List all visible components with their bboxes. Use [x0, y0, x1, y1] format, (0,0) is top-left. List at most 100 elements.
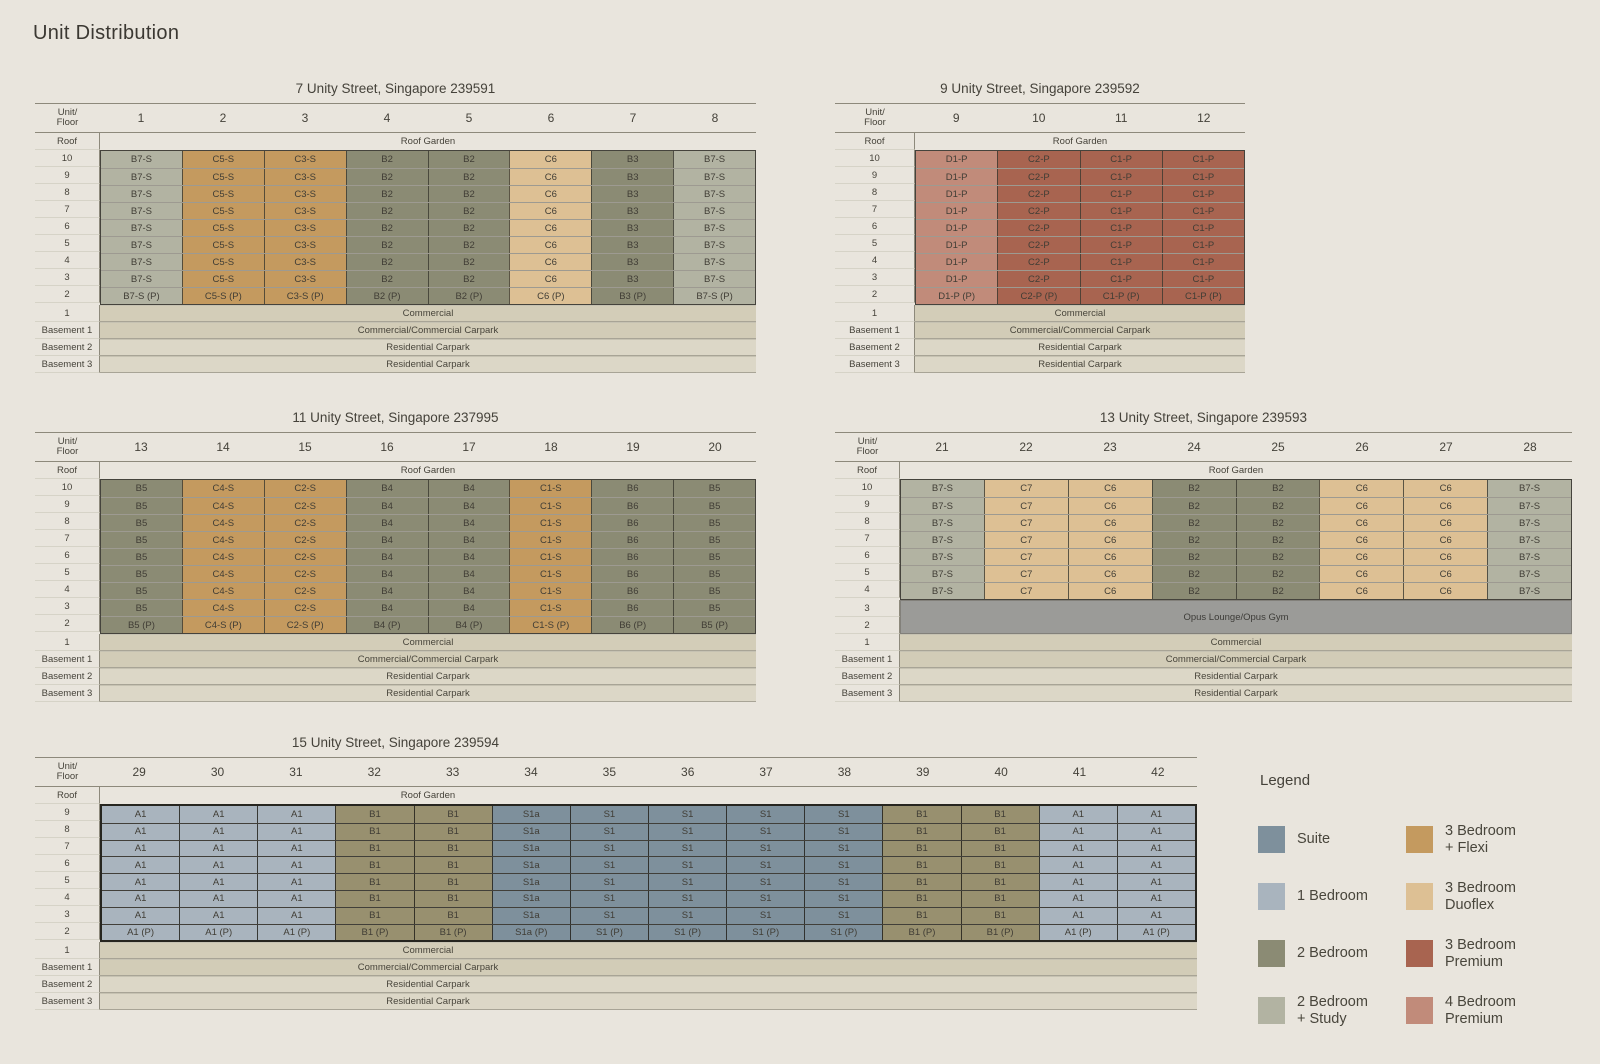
unit-cell: B7-S	[673, 220, 755, 236]
unit-cell: C6	[509, 237, 592, 253]
unit-column-header: 7	[629, 111, 637, 125]
unit-cell: B1	[335, 840, 414, 857]
unit-cell: C1-P	[1079, 271, 1162, 287]
unit-cell: C1-P	[1161, 186, 1244, 202]
unit-cell: C6	[1067, 532, 1152, 548]
span-row: 1 Commercial	[35, 942, 1197, 960]
unit-cell: D1-P	[916, 271, 998, 287]
unit-floor-corner-label: Unit/Floor	[835, 104, 915, 132]
unit-cell: A1	[257, 857, 336, 874]
floors-section: 10 9 8 7 6 5 4 3 2 B5 C4-S C2-S B4 B4 C1-S B6 B5 B5 C4-S C2…	[35, 479, 756, 634]
unit-column-header: 16	[380, 440, 394, 454]
floors-section: 10 9 8 7 6 5 4 B7-S C7 C6 B2 B2 C6 C6 B7-S B7-S C7 C6 B2 B2…	[835, 479, 1572, 600]
unit-cell: B2	[427, 186, 510, 202]
unit-cell: C3-S	[263, 220, 346, 236]
unit-cell: S1a	[491, 840, 570, 857]
unit-cell: B2	[345, 203, 428, 219]
legend-item: 3 Bedroom Duoflex	[1406, 868, 1593, 925]
floor-label: 9	[835, 167, 915, 184]
unit-cell: S1	[647, 823, 727, 840]
legend-title: Legend	[1260, 772, 1311, 789]
unit-cell: B1	[960, 806, 1039, 823]
floor-label: 4	[35, 889, 100, 906]
unit-cell: B5	[673, 566, 755, 582]
floor-label: 7	[835, 530, 900, 547]
unit-column-header: 20	[708, 440, 722, 454]
unit-cell: B7-S	[673, 203, 755, 219]
legend-color-swatch	[1406, 883, 1433, 910]
unit-cell: B7-S	[1487, 480, 1571, 497]
span-row-bar: Commercial/Commercial Carpark	[100, 959, 1197, 977]
unit-cell: S1a	[491, 857, 570, 874]
unit-cell: B2	[1151, 515, 1236, 531]
unit-cell: B4	[345, 566, 428, 582]
unit-cell: C1-P	[1079, 169, 1162, 185]
unit-cell: S1	[726, 907, 805, 924]
unit-cell: A1	[102, 823, 180, 840]
unit-cell: C3-S	[263, 169, 346, 185]
unit-cell: C2-S	[263, 480, 346, 497]
roof-row-label: Roof	[35, 462, 100, 479]
span-row: Basement 3 Residential Carpark	[835, 685, 1572, 702]
merged-floors-row: 3 2 Opus Lounge/Opus Gym	[835, 600, 1572, 634]
unit-cell: C7	[983, 480, 1068, 497]
unit-cell: S1	[647, 806, 727, 823]
unit-cell: B7-S	[1487, 498, 1571, 514]
span-row-bar: Residential Carpark	[915, 339, 1245, 356]
unit-cell: C6	[1319, 549, 1404, 565]
legend-item: 1 Bedroom	[1258, 868, 1406, 925]
roof-row: Roof Roof Garden	[35, 133, 756, 150]
unit-cell: B2	[1151, 498, 1236, 514]
span-row: Basement 2 Residential Carpark	[35, 339, 756, 356]
unit-cell: C5-S	[181, 237, 264, 253]
unit-cell: B6 (P)	[591, 617, 674, 633]
unit-cell: B5	[673, 532, 755, 548]
legend-label-line: Premium	[1445, 953, 1504, 970]
unit-cell: B5	[101, 549, 182, 565]
unit-number-headers: 29 30 31 32 33 34 35 36 37 38 39 40 41 42	[100, 758, 1197, 786]
unit-cell: C7	[983, 498, 1068, 514]
floor-row: B5 C4-S C2-S B4 B4 C1-S B6 B5	[101, 582, 755, 599]
unit-cell: B3	[591, 151, 674, 168]
floor-label: 9	[35, 496, 100, 513]
unit-cell: S1a	[491, 890, 570, 907]
unit-cell: B4	[345, 498, 428, 514]
floor-row: B7-S C5-S C3-S B2 B2 C6 B3 B7-S	[101, 202, 755, 219]
floor-label: 3	[35, 906, 100, 923]
span-row: 1 Commercial	[35, 305, 756, 322]
unit-cell: C2-S	[263, 515, 346, 531]
floor-label-column: 10 9 8 7 6 5 4	[835, 479, 900, 600]
floor-label: 6	[835, 547, 900, 564]
unit-cell: B2	[1235, 583, 1320, 599]
floor-row: B7-S (P) C5-S (P) C3-S (P) B2 (P) B2 (P) C6 (…	[101, 287, 755, 304]
floor-label: 2	[835, 617, 900, 634]
span-row-label: 1	[835, 634, 900, 651]
unit-cell: B1	[413, 874, 492, 890]
unit-cell: B2	[1151, 532, 1236, 548]
legend-item-label: 3 Bedroom + Flexi	[1445, 823, 1516, 856]
corner-line: Floor	[56, 771, 79, 782]
unit-cell: B7-S	[101, 169, 182, 185]
unit-cell: A1	[179, 857, 258, 874]
unit-cell: C6	[1067, 549, 1152, 565]
floor-row: B7-S C5-S C3-S B2 B2 C6 B3 B7-S	[101, 168, 755, 185]
unit-cell: B2	[1235, 532, 1320, 548]
unit-cell: C6	[509, 151, 592, 168]
unit-cell: A1	[1116, 890, 1195, 907]
unit-cell: A1	[179, 823, 258, 840]
span-row-bar: Commercial	[100, 942, 1197, 960]
unit-cell: A1	[1038, 890, 1117, 907]
unit-cell: C6	[1067, 583, 1152, 599]
unit-cell: S1	[726, 806, 805, 823]
unit-cell: C6	[1067, 498, 1152, 514]
unit-cell: B2	[345, 220, 428, 236]
unit-cell: C2-S	[263, 532, 346, 548]
floor-label: 6	[835, 218, 915, 235]
floor-label-column: 10 9 8 7 6 5 4 3 2	[835, 150, 915, 305]
floor-label: 3	[35, 598, 100, 615]
span-row-label: Basement 3	[35, 356, 100, 373]
roof-row: Roof Roof Garden	[35, 787, 1197, 804]
unit-cell: C4-S	[181, 480, 264, 497]
unit-cell: C1-S	[509, 532, 592, 548]
unit-cell: C3-S	[263, 186, 346, 202]
